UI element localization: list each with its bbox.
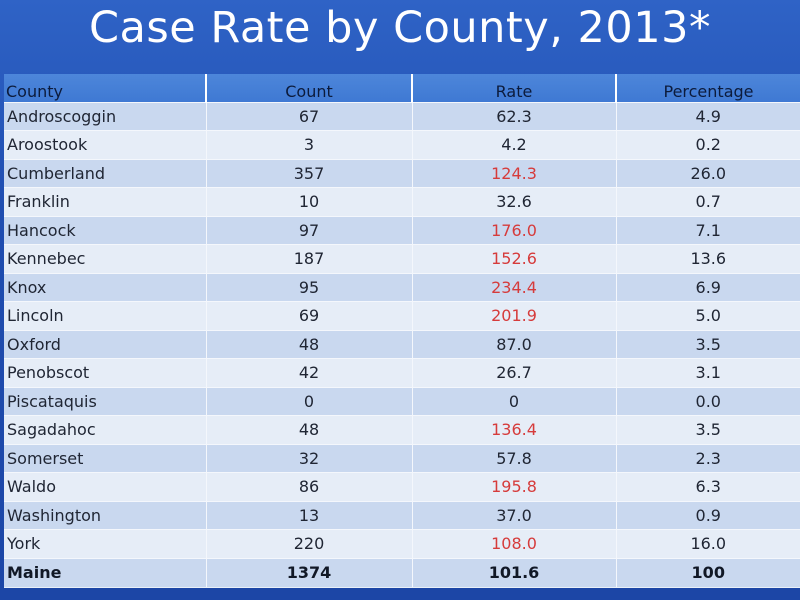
rate-cell: 201.9 <box>412 301 617 330</box>
rate-cell: 136.4 <box>412 415 617 444</box>
county-cell: Franklin <box>4 187 207 216</box>
table-body: Androscoggin 67 62.3 4.9 Aroostook 3 4.2… <box>4 101 800 587</box>
rate-cell: 176.0 <box>412 215 617 245</box>
county-cell: Kennebec <box>4 244 207 273</box>
column-header-percentage: Percentage <box>663 81 754 101</box>
count-cell: 86 <box>206 472 413 501</box>
county-cell: Somerset <box>4 443 207 473</box>
county-cell: Cumberland <box>4 158 207 188</box>
table-row: Cumberland 357 124.3 26.0 <box>4 158 800 188</box>
percentage-cell: 3.1 <box>616 358 800 387</box>
rate-cell: 4.2 <box>412 130 617 159</box>
percentage-cell: 5.0 <box>616 301 800 330</box>
rate-cell: 57.8 <box>412 443 617 473</box>
count-cell: 67 <box>206 101 413 131</box>
percentage-cell: 0.9 <box>616 500 800 530</box>
count-cell: 0 <box>206 386 413 416</box>
percentage-cell: 13.6 <box>616 244 800 273</box>
table-row: Lincoln 69 201.9 5.0 <box>4 301 800 330</box>
case-rate-table: County Count Rate Percentage Androscoggi… <box>4 74 800 587</box>
rate-cell: 234.4 <box>412 272 617 302</box>
count-cell: 13 <box>206 500 413 530</box>
count-cell: 10 <box>206 187 413 216</box>
county-cell: Oxford <box>4 329 207 359</box>
column-header-county: County <box>4 74 207 102</box>
county-cell: Aroostook <box>4 130 207 159</box>
table-row: Piscataquis 0 0 0.0 <box>4 386 800 416</box>
percentage-cell: 0.2 <box>616 130 800 159</box>
percentage-cell: 6.9 <box>616 272 800 302</box>
count-cell: 48 <box>206 329 413 359</box>
count-cell: 42 <box>206 358 413 387</box>
column-header-count: Count <box>206 74 413 102</box>
table-row: Sagadahoc 48 136.4 3.5 <box>4 415 800 444</box>
total-count-cell: 1374 <box>206 557 413 587</box>
rate-cell: 195.8 <box>412 472 617 501</box>
percentage-cell: 7.1 <box>616 215 800 245</box>
percentage-cell: 3.5 <box>616 415 800 444</box>
case-rate-table-container: County Count Rate Percentage Androscoggi… <box>4 74 800 588</box>
column-header-rate: Rate <box>412 74 617 102</box>
table-row: Washington 13 37.0 0.9 <box>4 500 800 530</box>
table-row: Kennebec 187 152.6 13.6 <box>4 244 800 273</box>
total-percentage-cell: 100 <box>616 557 800 587</box>
rate-cell: 152.6 <box>412 244 617 273</box>
count-cell: 187 <box>206 244 413 273</box>
count-cell: 95 <box>206 272 413 302</box>
table-row: Somerset 32 57.8 2.3 <box>4 443 800 473</box>
county-cell: Sagadahoc <box>4 415 207 444</box>
table-row: Androscoggin 67 62.3 4.9 <box>4 101 800 131</box>
table-row: Waldo 86 195.8 6.3 <box>4 472 800 501</box>
county-cell: Lincoln <box>4 301 207 330</box>
percentage-cell: 2.3 <box>616 443 800 473</box>
rate-cell: 0 <box>412 386 617 416</box>
percentage-cell: 16.0 <box>616 529 800 558</box>
county-cell: Androscoggin <box>4 101 207 131</box>
county-cell: York <box>4 529 207 558</box>
rate-cell: 124.3 <box>412 158 617 188</box>
table-row: Aroostook 3 4.2 0.2 <box>4 130 800 159</box>
count-cell: 220 <box>206 529 413 558</box>
table-row: Oxford 48 87.0 3.5 <box>4 329 800 359</box>
count-cell: 32 <box>206 443 413 473</box>
rate-cell: 62.3 <box>412 101 617 131</box>
count-cell: 48 <box>206 415 413 444</box>
rate-cell: 32.6 <box>412 187 617 216</box>
table-row: Knox 95 234.4 6.9 <box>4 272 800 302</box>
total-rate-cell: 101.6 <box>412 557 617 587</box>
percentage-cell: 0.7 <box>616 187 800 216</box>
rate-cell: 37.0 <box>412 500 617 530</box>
rate-cell: 87.0 <box>412 329 617 359</box>
slide-title: Case Rate by County, 2013* <box>89 3 711 53</box>
count-cell: 3 <box>206 130 413 159</box>
table-row: York 220 108.0 16.0 <box>4 529 800 558</box>
county-cell: Penobscot <box>4 358 207 387</box>
percentage-cell: 4.9 <box>616 101 800 131</box>
rate-cell: 26.7 <box>412 358 617 387</box>
county-cell: Piscataquis <box>4 386 207 416</box>
percentage-cell: 3.5 <box>616 329 800 359</box>
table-header-row: County Count Rate Percentage <box>4 74 800 102</box>
rate-cell: 108.0 <box>412 529 617 558</box>
count-cell: 69 <box>206 301 413 330</box>
table-row: Hancock 97 176.0 7.1 <box>4 215 800 245</box>
total-county-cell: Maine <box>4 557 207 587</box>
county-cell: Waldo <box>4 472 207 501</box>
percentage-cell: 0.0 <box>616 386 800 416</box>
table-total-row: Maine 1374 101.6 100 <box>4 557 800 587</box>
table-row: Franklin 10 32.6 0.7 <box>4 187 800 216</box>
county-cell: Hancock <box>4 215 207 245</box>
count-cell: 357 <box>206 158 413 188</box>
county-cell: Washington <box>4 500 207 530</box>
count-cell: 97 <box>206 215 413 245</box>
percentage-cell: 26.0 <box>616 158 800 188</box>
percentage-cell: 6.3 <box>616 472 800 501</box>
county-cell: Knox <box>4 272 207 302</box>
table-row: Penobscot 42 26.7 3.1 <box>4 358 800 387</box>
